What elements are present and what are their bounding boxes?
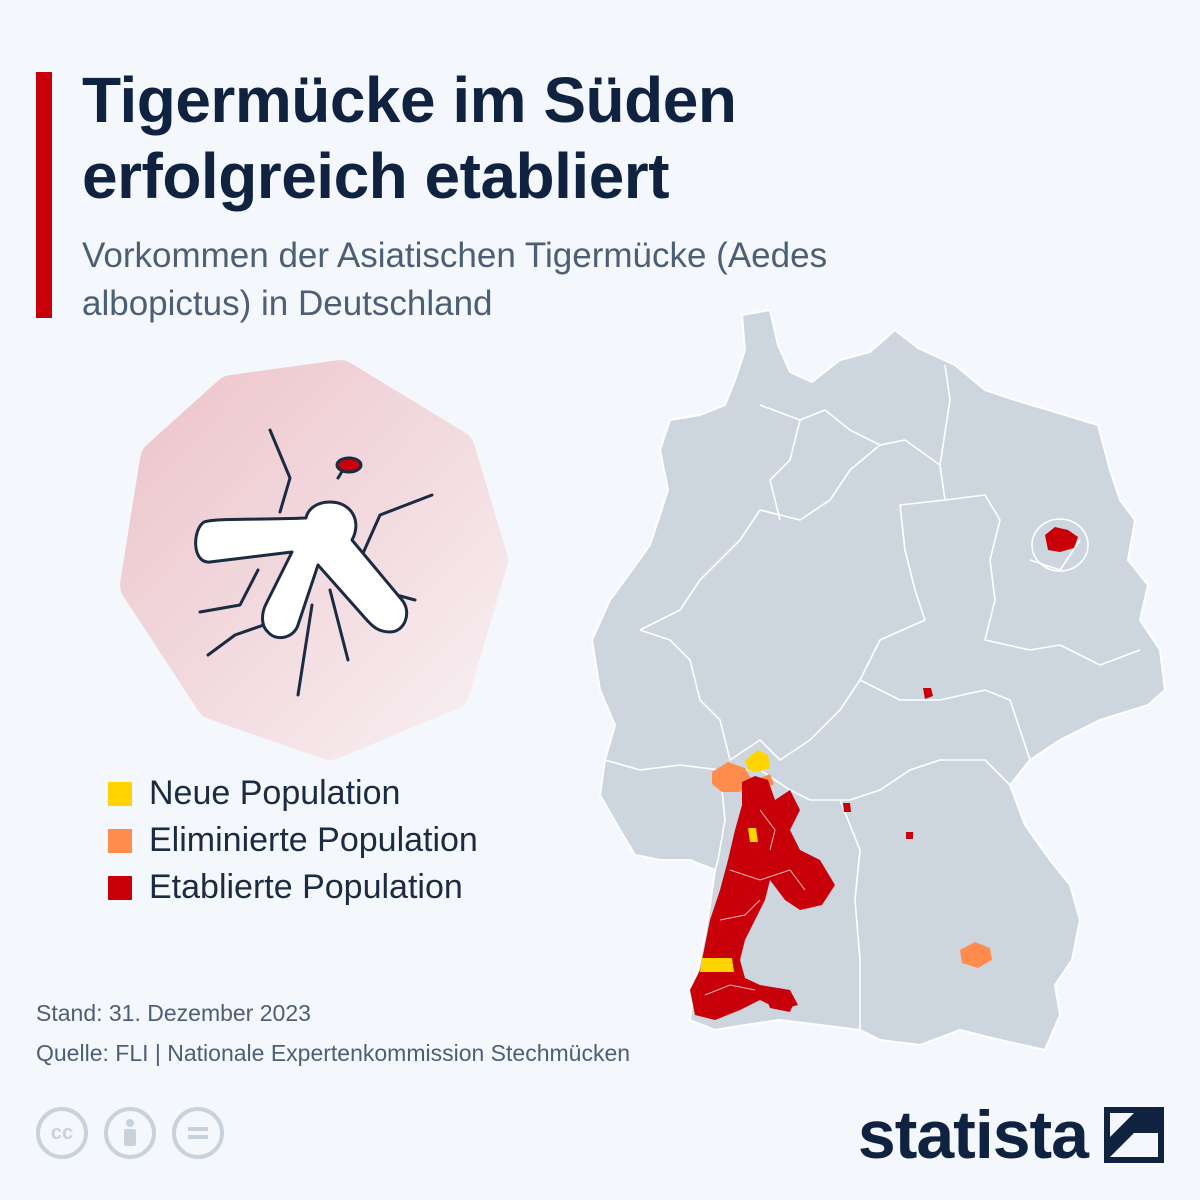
region-franken-spot [843, 803, 851, 812]
mosquito-body [194, 500, 409, 640]
statista-logo-icon [1104, 1107, 1164, 1163]
legend-label-eliminated: Eliminierte Population [149, 821, 478, 859]
legend-swatch-established [108, 875, 132, 900]
legend-swatch-eliminated [108, 828, 132, 853]
stand-date: Stand: 31. Dezember 2023 [36, 1000, 311, 1026]
license-icons: cc [36, 1107, 224, 1159]
accent-bar [36, 72, 52, 318]
region-baden-new-1 [748, 828, 758, 842]
attribution-icon[interactable] [104, 1107, 156, 1159]
legend: Neue Population Eliminierte Population E… [108, 770, 478, 911]
district-borders [704, 809, 806, 996]
legend-item-eliminated: Eliminierte Population [108, 817, 478, 864]
legend-label-established: Etablierte Population [149, 868, 463, 906]
page-subtitle: Vorkommen der Asiatischen Tigermücke (Ae… [82, 236, 828, 323]
no-derivatives-icon[interactable] [172, 1107, 224, 1159]
legend-label-new: Neue Population [149, 774, 401, 812]
germany-outline [591, 309, 1166, 1051]
brand-name: statista [857, 1097, 1089, 1173]
legend-item-new: Neue Population [108, 770, 478, 817]
region-bodensee-established [765, 988, 795, 1012]
region-muenchen-eliminated [960, 942, 992, 968]
statista-logo[interactable]: statista [858, 1096, 1164, 1174]
source-text: Quelle: FLI | Nationale Expertenkommissi… [36, 1040, 631, 1066]
region-baden-new-2 [700, 958, 734, 972]
mosquito-illustration [120, 360, 508, 760]
legend-item-established: Etablierte Population [108, 864, 478, 911]
mosquito-head-marker [335, 456, 363, 474]
legend-swatch-new [108, 781, 132, 806]
region-berlin [1045, 527, 1078, 552]
region-hessen-new [745, 750, 770, 772]
berlin-border-ring [1031, 518, 1089, 572]
region-oberpfalz-spot [906, 832, 913, 839]
page-title: Tigermücke im Süden erfolgreich etablier… [82, 64, 737, 212]
cc-icon[interactable]: cc [36, 1107, 88, 1159]
region-thueringen-spot [923, 688, 933, 699]
